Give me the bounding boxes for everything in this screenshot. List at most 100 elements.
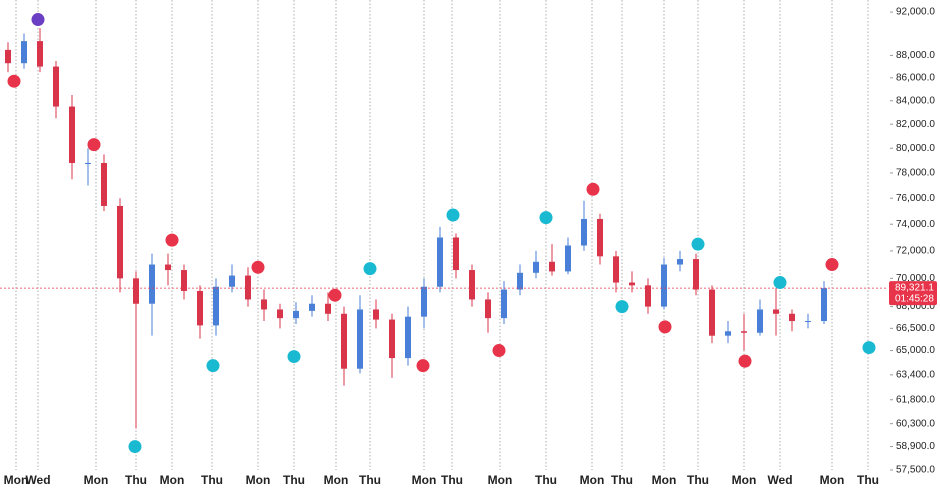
candle-body	[229, 275, 235, 287]
x-tick-label: Thu	[201, 473, 223, 487]
candle-body	[565, 245, 571, 272]
y-tick-label: 68,000.0	[896, 301, 935, 312]
candle-body	[165, 264, 171, 271]
y-tick-label: 78,000.0	[896, 168, 935, 179]
x-tick-label: Thu	[125, 473, 147, 487]
y-tick-label: 65,000.0	[896, 345, 935, 356]
signal-dot	[691, 237, 705, 251]
x-tick-label: Mon	[84, 473, 109, 487]
candle-body	[245, 275, 251, 300]
candle-body	[549, 261, 555, 272]
candle-body	[693, 259, 699, 290]
candle-body	[405, 316, 411, 359]
candle-body	[309, 303, 315, 311]
y-tick-label: 82,000.0	[896, 119, 935, 130]
candle-body	[261, 299, 267, 310]
x-tick-label: Thu	[687, 473, 709, 487]
signal-dot	[128, 440, 142, 454]
y-tick-label: 57,500.0	[896, 465, 935, 476]
x-tick-label: Thu	[857, 473, 879, 487]
signal-dot	[7, 74, 21, 88]
candle-body	[277, 309, 283, 319]
x-tick-label: Thu	[441, 473, 463, 487]
last-price-box	[889, 281, 937, 306]
candle-body	[293, 310, 299, 319]
x-tick-label: Mon	[488, 473, 513, 487]
signal-dot	[416, 359, 430, 373]
signal-dot	[492, 344, 506, 358]
signal-dot	[773, 276, 787, 290]
y-tick-label: 86,000.0	[896, 72, 935, 83]
y-tick-label: 76,000.0	[896, 193, 935, 204]
y-tick-label: 74,000.0	[896, 219, 935, 230]
signal-dot	[446, 208, 460, 222]
y-tick-label: 70,000.0	[896, 273, 935, 284]
candle-body	[821, 288, 827, 322]
candle-body	[597, 218, 603, 257]
candle-body	[757, 309, 763, 333]
candle-body	[213, 286, 219, 326]
signal-dot	[862, 341, 876, 355]
candle-body	[389, 319, 395, 359]
signal-dot	[738, 354, 752, 368]
candle-body	[325, 303, 331, 314]
candle-body	[533, 261, 539, 273]
y-tick-label: 92,000.0	[896, 7, 935, 18]
candle-body	[101, 162, 107, 206]
x-tick-label: Mon	[4, 473, 29, 487]
y-tick-label: 66,500.0	[896, 323, 935, 334]
candle-body	[773, 309, 779, 314]
x-tick-label: Wed	[25, 473, 50, 487]
candle-body	[789, 313, 795, 322]
x-tick-label: Thu	[283, 473, 305, 487]
x-tick-label: Mon	[580, 473, 605, 487]
signal-dot	[586, 182, 600, 196]
candle-body	[21, 41, 27, 64]
x-tick-label: Mon	[820, 473, 845, 487]
x-tick-label: Wed	[767, 473, 792, 487]
candle-body	[613, 256, 619, 283]
candle-body	[53, 66, 59, 107]
candle-body	[133, 278, 139, 304]
candle-body	[501, 289, 507, 319]
last-price-label: 89,321.1	[895, 282, 934, 293]
y-tick-label: 80,000.0	[896, 143, 935, 154]
signal-dot	[363, 262, 377, 276]
candle-body	[37, 41, 43, 67]
candle-body	[341, 313, 347, 369]
candle-body	[357, 309, 363, 369]
signal-dot	[658, 320, 672, 334]
signal-dot	[328, 288, 342, 302]
x-tick-label: Mon	[412, 473, 437, 487]
candle-body	[741, 331, 747, 333]
signal-dot	[206, 359, 220, 373]
y-tick-label: 84,000.0	[896, 95, 935, 106]
signal-dot	[251, 260, 265, 274]
x-tick-label: Thu	[359, 473, 381, 487]
candle-body	[725, 331, 731, 336]
signal-dot	[31, 13, 45, 27]
signal-dot	[287, 350, 301, 364]
candle-body	[485, 299, 491, 319]
candle-body	[661, 264, 667, 307]
candle-body	[581, 218, 587, 246]
countdown: 01:45:28	[895, 293, 934, 304]
candle-body	[469, 270, 475, 300]
candle-body	[5, 49, 11, 64]
y-tick-label: 88,000.0	[896, 50, 935, 61]
candle-body	[181, 270, 187, 291]
x-tick-label: Thu	[535, 473, 557, 487]
candle-body	[197, 290, 203, 326]
candle-body	[517, 272, 523, 290]
candle-body	[437, 237, 443, 287]
candle-body	[805, 321, 811, 323]
signal-dot	[825, 258, 839, 272]
x-tick-label: Mon	[732, 473, 757, 487]
candle-body	[677, 259, 683, 265]
signal-dot	[615, 300, 629, 314]
y-tick-label: 60,300.0	[896, 418, 935, 429]
candle-body	[453, 237, 459, 271]
